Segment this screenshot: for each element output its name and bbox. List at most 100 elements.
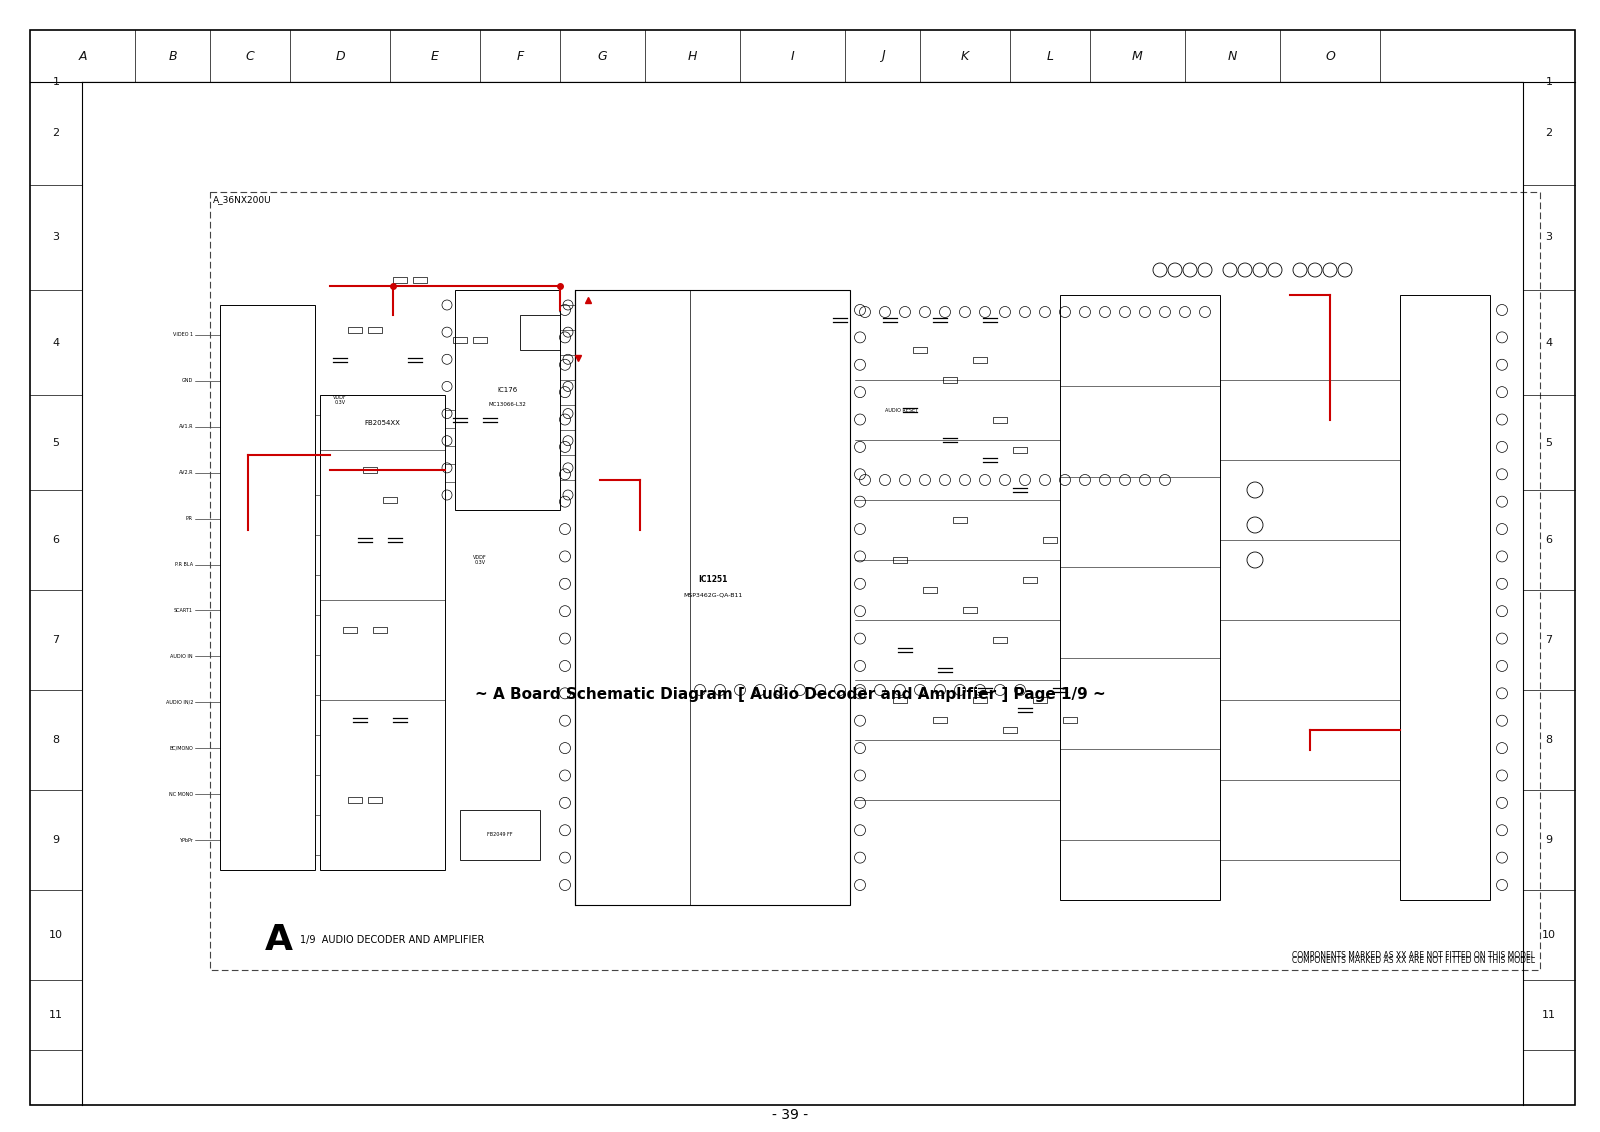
Bar	[1043, 537, 1058, 543]
Text: 7: 7	[1546, 635, 1552, 645]
Text: G: G	[598, 50, 608, 62]
Text: 1: 1	[53, 77, 59, 87]
Bar	[474, 337, 486, 343]
Text: AV2.R: AV2.R	[179, 470, 194, 475]
Text: D: D	[334, 50, 346, 62]
Bar	[1059, 295, 1221, 900]
Bar	[342, 627, 357, 633]
Text: AUDIO RESET: AUDIO RESET	[885, 408, 918, 412]
Text: 4: 4	[1546, 337, 1552, 348]
Text: 9: 9	[1546, 835, 1552, 844]
Text: 2: 2	[53, 129, 59, 138]
Text: BC/MONO: BC/MONO	[170, 746, 194, 751]
Bar	[413, 277, 427, 283]
Text: IC1251: IC1251	[698, 575, 726, 584]
Bar	[954, 517, 966, 523]
Text: F: F	[517, 50, 523, 62]
Text: P.R: P.R	[186, 516, 194, 521]
Bar	[210, 192, 1539, 970]
Text: 5: 5	[53, 437, 59, 447]
Bar	[320, 395, 445, 871]
Bar	[221, 305, 315, 871]
Text: 4: 4	[53, 337, 59, 348]
Text: 1/9  AUDIO DECODER AND AMPLIFIER: 1/9 AUDIO DECODER AND AMPLIFIER	[301, 935, 485, 945]
Bar	[973, 357, 987, 363]
Bar	[574, 290, 850, 904]
Bar	[893, 557, 907, 563]
Text: AUDIO IN: AUDIO IN	[170, 654, 194, 659]
Text: M: M	[1133, 50, 1142, 62]
Bar	[923, 588, 938, 593]
Bar	[973, 697, 987, 703]
Text: A: A	[266, 923, 293, 957]
Text: VIDEO 1: VIDEO 1	[173, 333, 194, 337]
Text: 6: 6	[1546, 535, 1552, 544]
Text: AV1.R: AV1.R	[179, 424, 194, 429]
Text: A: A	[78, 50, 86, 62]
Text: P.R BLA: P.R BLA	[174, 563, 194, 567]
Bar	[1003, 727, 1018, 734]
Text: COMPONENTS MARKED AS XX ARE NOT FITTED ON THIS MODEL: COMPONENTS MARKED AS XX ARE NOT FITTED O…	[1293, 951, 1534, 960]
Text: 3: 3	[1546, 232, 1552, 242]
Bar	[1013, 447, 1027, 453]
Text: 7: 7	[53, 635, 59, 645]
Text: VDDF
0.3V: VDDF 0.3V	[474, 555, 486, 565]
Text: 8: 8	[53, 735, 59, 745]
Text: NC MONO: NC MONO	[170, 791, 194, 797]
Text: 10: 10	[1542, 931, 1555, 940]
Bar	[933, 717, 947, 723]
Text: 3: 3	[53, 232, 59, 242]
Bar	[453, 337, 467, 343]
Text: IC176: IC176	[498, 387, 518, 393]
Bar	[373, 627, 387, 633]
Text: FB2054XX: FB2054XX	[365, 420, 400, 426]
Bar	[1034, 697, 1046, 703]
Bar	[349, 327, 362, 333]
Text: 10: 10	[50, 931, 62, 940]
Text: B: B	[168, 50, 178, 62]
Text: E: E	[430, 50, 438, 62]
Bar	[1062, 717, 1077, 723]
Text: 8: 8	[1546, 735, 1552, 745]
Bar	[394, 277, 406, 283]
Text: 11: 11	[50, 1010, 62, 1020]
Text: VDDF
0.3V: VDDF 0.3V	[333, 395, 347, 405]
Bar	[994, 417, 1006, 423]
Bar	[1400, 295, 1490, 900]
Bar	[454, 290, 560, 511]
Bar	[349, 797, 362, 803]
Text: 6: 6	[53, 535, 59, 544]
Text: C: C	[246, 50, 254, 62]
Bar	[1022, 577, 1037, 583]
Bar	[893, 697, 907, 703]
Text: J: J	[880, 50, 885, 62]
Text: 9: 9	[53, 835, 59, 844]
Text: 2: 2	[1546, 129, 1552, 138]
Text: - 39 -: - 39 -	[771, 1108, 808, 1122]
Text: 5: 5	[1546, 437, 1552, 447]
Text: I: I	[790, 50, 794, 62]
Text: GND: GND	[182, 378, 194, 384]
Text: 1: 1	[1546, 77, 1552, 87]
Bar	[382, 497, 397, 503]
Bar	[461, 811, 541, 860]
Text: ~ A Board Schematic Diagram [ Audio Decoder and Amplifier ] Page 1/9 ~: ~ A Board Schematic Diagram [ Audio Deco…	[475, 687, 1106, 703]
Text: N: N	[1227, 50, 1237, 62]
Bar	[942, 377, 957, 383]
Bar	[520, 315, 560, 350]
Text: MC13066-L32: MC13066-L32	[488, 403, 526, 408]
Text: FB2049 FF: FB2049 FF	[488, 832, 512, 838]
Text: H: H	[688, 50, 698, 62]
Text: L: L	[1046, 50, 1053, 62]
Text: K: K	[962, 50, 970, 62]
Bar	[368, 797, 382, 803]
Text: YPbPr: YPbPr	[179, 838, 194, 842]
Bar	[963, 607, 978, 614]
Bar	[994, 637, 1006, 643]
Text: MSP3462G-QA-B11: MSP3462G-QA-B11	[683, 592, 742, 598]
Text: A_36NX200U: A_36NX200U	[213, 195, 272, 204]
Text: 11: 11	[1542, 1010, 1555, 1020]
Text: O: O	[1325, 50, 1334, 62]
Bar	[363, 468, 378, 473]
Bar	[368, 327, 382, 333]
